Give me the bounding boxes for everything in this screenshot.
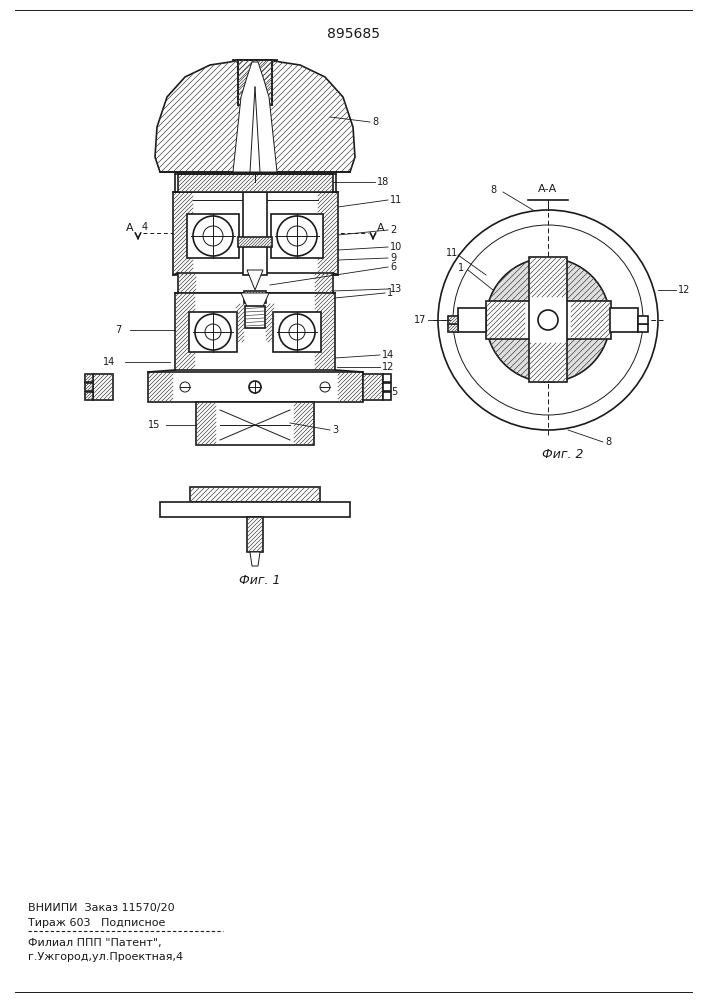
Text: 13: 13 (390, 284, 402, 294)
Text: 11: 11 (390, 195, 402, 205)
Text: 17: 17 (83, 387, 95, 397)
Bar (178, 174, 333, 192)
Text: 10: 10 (390, 242, 402, 252)
Text: 9: 9 (390, 253, 396, 263)
Bar (243, 192, 267, 275)
Bar (610, 308, 638, 332)
Text: Филиал ППП "Патент",: Филиал ППП "Патент", (28, 938, 162, 948)
Bar (458, 308, 486, 332)
Circle shape (249, 381, 261, 393)
Circle shape (287, 226, 307, 246)
Bar (196, 402, 314, 445)
Bar (244, 291, 266, 303)
Text: 12: 12 (678, 285, 690, 295)
Bar (529, 257, 567, 382)
Bar (486, 301, 611, 339)
Circle shape (453, 225, 643, 415)
Text: 16: 16 (83, 375, 95, 385)
Bar (238, 237, 272, 247)
Circle shape (538, 310, 558, 330)
Bar (85, 374, 93, 382)
Circle shape (277, 216, 317, 256)
Text: 4: 4 (142, 222, 148, 232)
Circle shape (195, 314, 231, 350)
Bar (160, 502, 350, 517)
Bar (363, 374, 383, 400)
Bar (383, 383, 391, 391)
Text: 2: 2 (390, 225, 396, 235)
Polygon shape (250, 552, 260, 566)
Text: 12: 12 (382, 362, 395, 372)
Text: 11: 11 (446, 248, 458, 258)
Text: 7: 7 (115, 325, 121, 335)
Circle shape (438, 210, 658, 430)
Polygon shape (155, 60, 355, 172)
Text: 8: 8 (372, 117, 378, 127)
Text: Фиг. 1: Фиг. 1 (239, 574, 281, 586)
Circle shape (279, 314, 315, 350)
Text: 5: 5 (391, 387, 397, 397)
Circle shape (193, 216, 233, 256)
Text: 1: 1 (458, 263, 464, 273)
Bar (638, 324, 648, 332)
Text: г.Ужгород,ул.Проектная,4: г.Ужгород,ул.Проектная,4 (28, 952, 183, 962)
Text: Фиг. 2: Фиг. 2 (542, 448, 584, 462)
Bar (273, 312, 321, 352)
Bar (190, 487, 320, 502)
Bar (238, 60, 272, 105)
Text: А-А: А-А (538, 184, 558, 194)
Bar (173, 192, 338, 275)
Text: 15: 15 (148, 420, 160, 430)
Text: 1: 1 (387, 288, 393, 298)
Bar (85, 392, 93, 400)
Bar (189, 312, 237, 352)
Bar (93, 374, 113, 400)
Bar (383, 374, 391, 382)
Text: 8: 8 (605, 437, 611, 447)
Polygon shape (247, 270, 263, 290)
Bar (245, 306, 265, 328)
Circle shape (180, 382, 190, 392)
Circle shape (526, 298, 570, 342)
Bar (175, 293, 335, 370)
Bar (638, 316, 648, 324)
Circle shape (486, 258, 610, 382)
Text: 17: 17 (414, 315, 426, 325)
Bar (448, 316, 458, 324)
Text: А: А (126, 223, 134, 233)
Text: 8: 8 (490, 185, 496, 195)
Circle shape (205, 324, 221, 340)
Bar (178, 273, 333, 293)
Bar (85, 383, 93, 391)
Bar (247, 517, 263, 552)
Text: 6: 6 (390, 262, 396, 272)
Text: Тираж 603   Подписное: Тираж 603 Подписное (28, 918, 165, 928)
Circle shape (289, 324, 305, 340)
Bar (148, 372, 363, 402)
Polygon shape (233, 62, 277, 172)
Bar (383, 392, 391, 400)
Text: 18: 18 (377, 177, 390, 187)
Text: 3: 3 (332, 425, 338, 435)
Text: 895685: 895685 (327, 27, 380, 41)
Text: ВНИИПИ  Заказ 11570/20: ВНИИПИ Заказ 11570/20 (28, 903, 175, 913)
Bar (187, 214, 239, 258)
Text: А: А (377, 223, 385, 233)
Bar (271, 214, 323, 258)
Text: 14: 14 (382, 350, 395, 360)
Circle shape (320, 382, 330, 392)
Polygon shape (241, 293, 269, 311)
Text: 14: 14 (103, 357, 115, 367)
Circle shape (203, 226, 223, 246)
Bar (448, 324, 458, 332)
